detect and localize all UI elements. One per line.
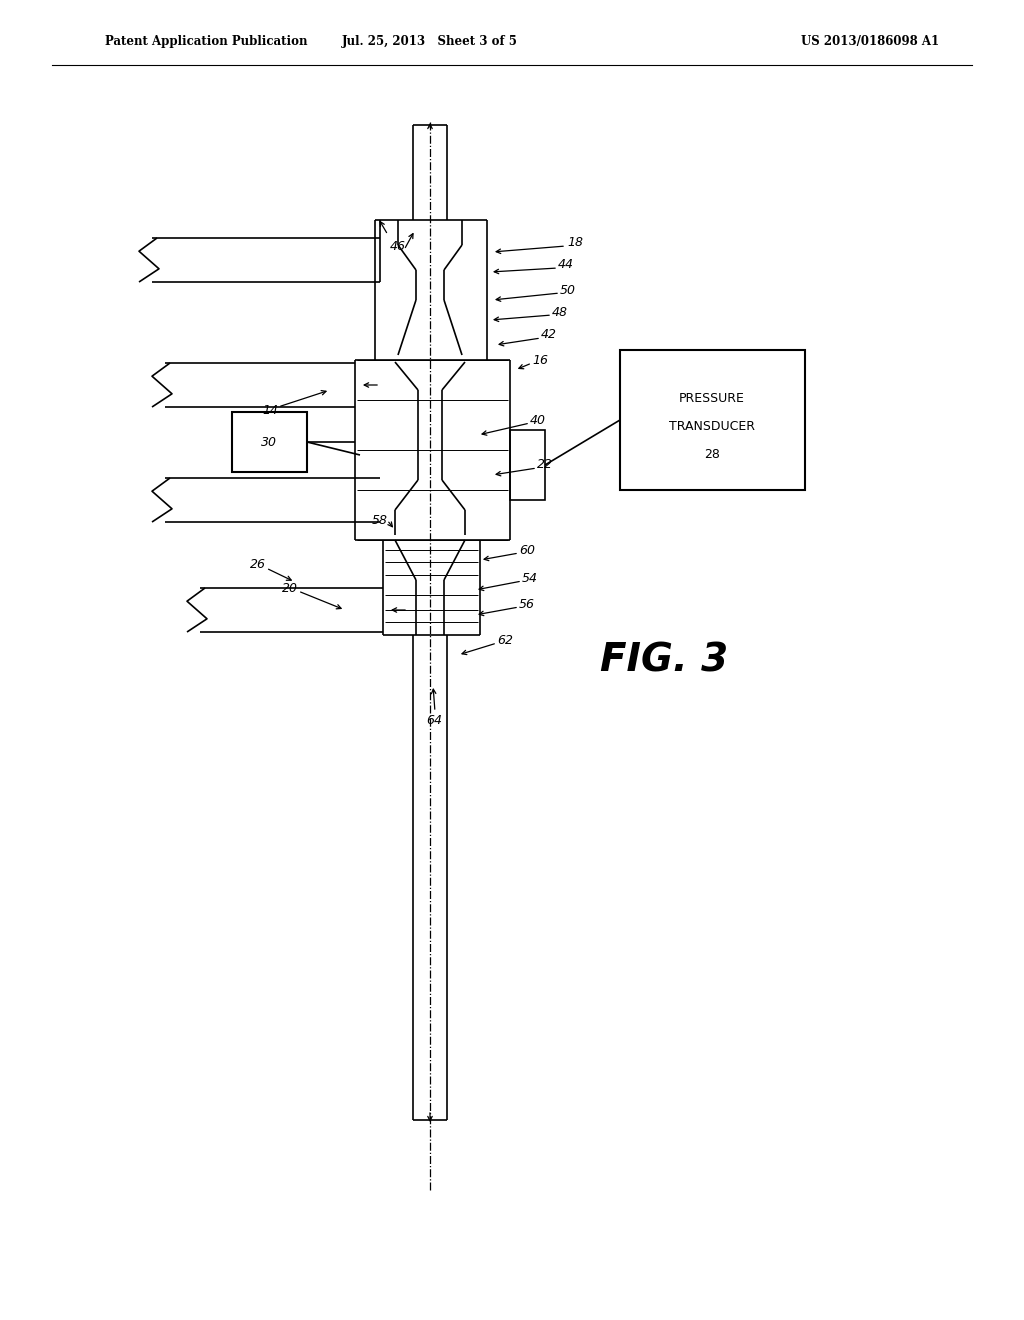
Text: 46: 46 — [390, 240, 406, 253]
Text: 30: 30 — [261, 436, 278, 449]
Text: 22: 22 — [537, 458, 553, 471]
Text: 20: 20 — [282, 582, 298, 594]
Text: Jul. 25, 2013   Sheet 3 of 5: Jul. 25, 2013 Sheet 3 of 5 — [342, 36, 518, 49]
Text: 18: 18 — [567, 235, 583, 248]
Text: 16: 16 — [532, 354, 548, 367]
Bar — [510, 430, 545, 500]
Text: 62: 62 — [497, 634, 513, 647]
Text: FIG. 3: FIG. 3 — [600, 642, 728, 678]
Text: TRANSDUCER: TRANSDUCER — [669, 421, 755, 433]
Text: 48: 48 — [552, 305, 568, 318]
Text: Patent Application Publication: Patent Application Publication — [105, 36, 307, 49]
Text: 40: 40 — [530, 413, 546, 426]
Text: 14: 14 — [262, 404, 278, 417]
Text: 44: 44 — [558, 259, 574, 272]
Text: PRESSURE: PRESSURE — [679, 392, 744, 405]
Text: US 2013/0186098 A1: US 2013/0186098 A1 — [801, 36, 939, 49]
Bar — [232, 412, 307, 473]
Text: 42: 42 — [541, 329, 557, 342]
Text: 64: 64 — [426, 714, 442, 726]
Text: 56: 56 — [519, 598, 535, 610]
Text: 26: 26 — [250, 558, 266, 572]
Text: 50: 50 — [560, 284, 575, 297]
Text: 60: 60 — [519, 544, 535, 557]
Text: 28: 28 — [705, 449, 720, 462]
Text: 54: 54 — [522, 572, 538, 585]
Bar — [620, 350, 805, 490]
Text: 58: 58 — [372, 513, 388, 527]
